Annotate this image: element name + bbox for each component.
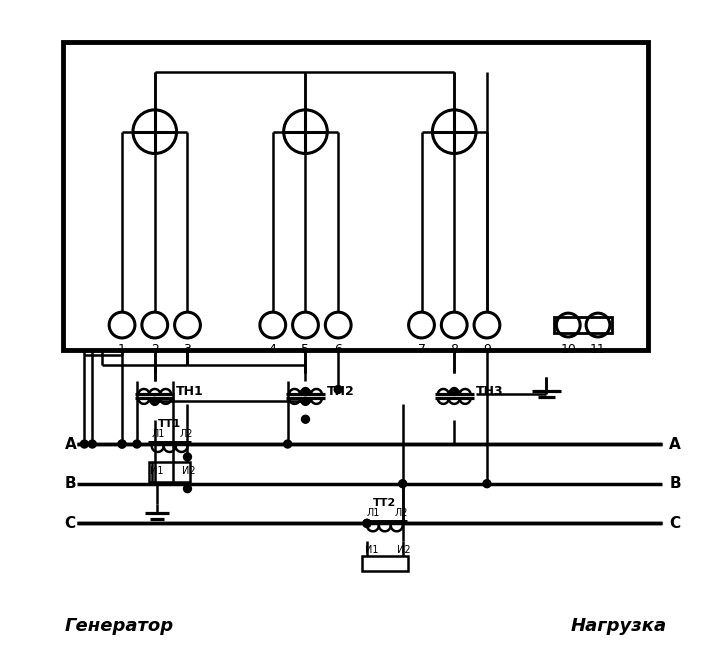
Circle shape xyxy=(483,480,491,488)
Bar xyxy=(62,42,648,350)
Text: И2: И2 xyxy=(396,545,410,555)
Text: B: B xyxy=(65,477,76,491)
Text: ТН2: ТН2 xyxy=(327,385,354,398)
Circle shape xyxy=(151,397,159,405)
Circle shape xyxy=(184,484,192,492)
Circle shape xyxy=(133,440,141,448)
Text: 3: 3 xyxy=(184,343,192,356)
Text: ТН1: ТН1 xyxy=(176,385,204,398)
Circle shape xyxy=(89,440,97,448)
Circle shape xyxy=(334,385,342,393)
Text: И1: И1 xyxy=(365,545,378,555)
Text: 6: 6 xyxy=(334,343,342,356)
Text: 1: 1 xyxy=(118,343,126,356)
Text: Генератор: Генератор xyxy=(65,617,174,636)
Circle shape xyxy=(184,453,192,461)
Text: 11: 11 xyxy=(590,343,606,356)
Circle shape xyxy=(284,440,292,448)
Text: 9: 9 xyxy=(483,343,491,356)
Text: Нагрузка: Нагрузка xyxy=(570,617,666,636)
Text: Л1: Л1 xyxy=(152,429,166,439)
Circle shape xyxy=(450,387,458,395)
Text: A: A xyxy=(65,436,76,451)
Text: 5: 5 xyxy=(301,343,309,356)
Text: Л1: Л1 xyxy=(367,508,380,518)
Text: 2: 2 xyxy=(151,343,159,356)
Circle shape xyxy=(301,387,309,395)
Bar xyxy=(555,317,612,333)
Circle shape xyxy=(81,440,89,448)
Circle shape xyxy=(363,519,371,527)
Text: Л2: Л2 xyxy=(395,508,408,518)
Text: Л2: Л2 xyxy=(179,429,193,439)
Text: ТН3: ТН3 xyxy=(476,385,503,398)
Text: 10: 10 xyxy=(560,343,576,356)
Bar xyxy=(149,462,190,482)
Text: C: C xyxy=(669,516,680,531)
Text: И2: И2 xyxy=(182,466,195,476)
Circle shape xyxy=(118,440,126,448)
Text: 8: 8 xyxy=(450,343,458,356)
Circle shape xyxy=(399,480,407,488)
Text: 4: 4 xyxy=(269,343,277,356)
Text: И1: И1 xyxy=(150,466,163,476)
Text: C: C xyxy=(65,516,76,531)
Circle shape xyxy=(301,415,309,423)
Bar xyxy=(362,556,407,571)
Text: ТТ2: ТТ2 xyxy=(373,498,396,508)
Text: 7: 7 xyxy=(417,343,425,356)
Circle shape xyxy=(301,397,309,405)
Text: B: B xyxy=(669,477,681,491)
Circle shape xyxy=(118,440,126,448)
Text: A: A xyxy=(669,436,681,451)
Text: ТТ1: ТТ1 xyxy=(158,419,182,429)
Circle shape xyxy=(363,519,371,527)
